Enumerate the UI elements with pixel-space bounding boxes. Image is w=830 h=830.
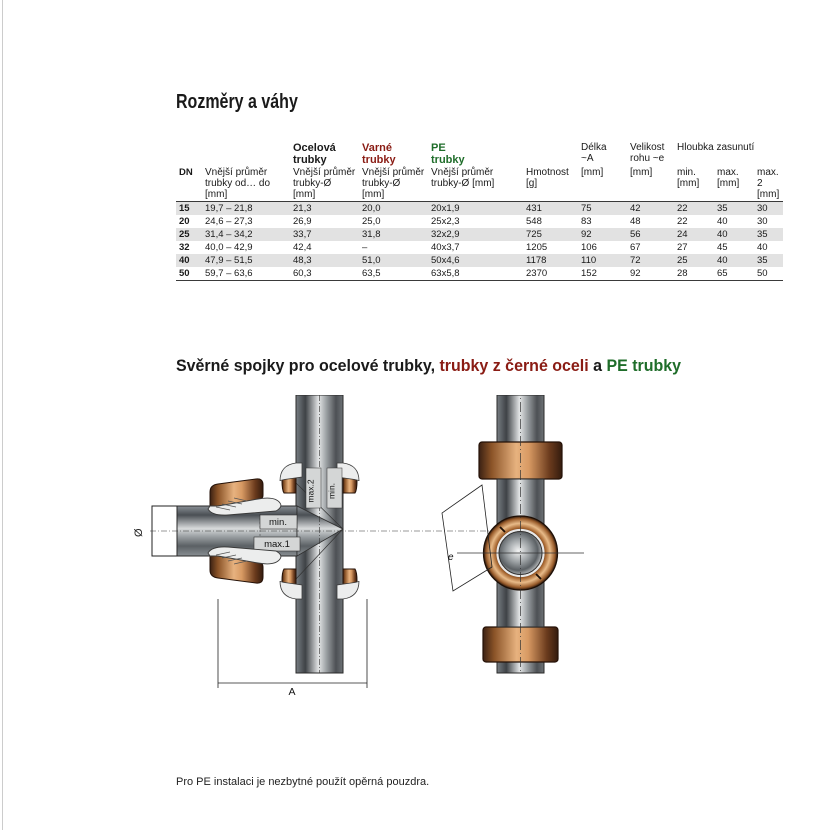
svg-text:A: A — [288, 686, 295, 698]
svg-text:Ø: Ø — [133, 528, 145, 537]
svg-text:min.: min. — [327, 483, 337, 499]
svg-text:min.: min. — [269, 517, 287, 528]
svg-text:max.2: max.2 — [306, 479, 316, 502]
svg-text:max.1: max.1 — [264, 539, 290, 550]
svg-text:e: e — [448, 552, 454, 563]
